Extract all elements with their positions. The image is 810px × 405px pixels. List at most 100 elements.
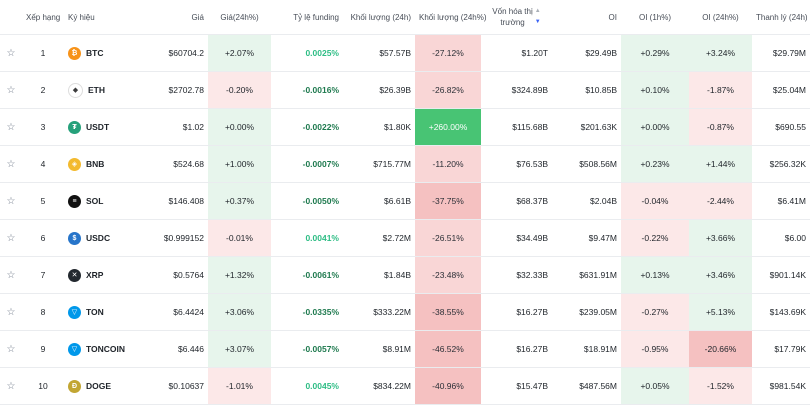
funding-cell: -0.0050% <box>271 182 343 220</box>
oi-cell: $29.49B <box>552 34 621 72</box>
oi-1h-cell: +0.05% <box>621 367 689 405</box>
table-row[interactable]: ☆ 10 Ð DOGE $0.10637 -1.01% 0.0045% $834… <box>0 367 810 405</box>
oi-header[interactable]: OI <box>552 0 621 35</box>
dogecoin-icon: Ð <box>68 379 81 393</box>
favorite-star-icon[interactable]: ☆ <box>0 182 22 220</box>
volume-cell: $26.39B <box>343 71 415 109</box>
symbol-cell[interactable]: $ USDC <box>64 219 142 257</box>
favorite-star-icon[interactable]: ☆ <box>0 219 22 257</box>
favorite-star-icon[interactable]: ☆ <box>0 71 22 109</box>
oi-cell: $18.91M <box>552 330 621 368</box>
market-cap-cell: $115.68B <box>481 108 552 146</box>
rank-cell: 10 <box>22 367 64 405</box>
rank-cell: 1 <box>22 34 64 72</box>
favorite-star-icon[interactable]: ☆ <box>0 34 22 72</box>
solana-icon: ≡ <box>68 194 81 208</box>
price-change-header[interactable]: Giá(24h%) <box>208 0 271 35</box>
favorite-star-icon[interactable]: ☆ <box>0 367 22 405</box>
price-cell: $0.10637 <box>142 367 208 405</box>
funding-cell: -0.0335% <box>271 293 343 331</box>
oi-1h-cell: -0.22% <box>621 219 689 257</box>
symbol-cell[interactable]: ₿ BTC <box>64 34 142 72</box>
table-row[interactable]: ☆ 6 $ USDC $0.999152 -0.01% 0.0041% $2.7… <box>0 219 810 257</box>
price-change-cell: -0.01% <box>208 219 271 257</box>
funding-cell: 0.0045% <box>271 367 343 405</box>
volume-change-cell: -26.82% <box>415 71 481 109</box>
symbol-label: ETH <box>88 85 105 95</box>
symbol-cell[interactable]: ▽ TONCOIN <box>64 330 142 368</box>
market-cap-cell: $32.33B <box>481 256 552 294</box>
xrp-icon: ✕ <box>68 268 81 282</box>
rank-cell: 9 <box>22 330 64 368</box>
oi-1h-cell: +0.13% <box>621 256 689 294</box>
liquidation-cell: $29.79M <box>752 34 810 72</box>
favorite-star-icon[interactable]: ☆ <box>0 108 22 146</box>
symbol-label: DOGE <box>86 381 112 391</box>
volume-cell: $333.22M <box>343 293 415 331</box>
favorite-star-icon[interactable]: ☆ <box>0 256 22 294</box>
tether-icon: ₮ <box>68 120 81 134</box>
volume-change-cell: -46.52% <box>415 330 481 368</box>
table-row[interactable]: ☆ 5 ≡ SOL $146.408 +0.37% -0.0050% $6.61… <box>0 182 810 220</box>
table-row[interactable]: ☆ 8 ▽ TON $6.4424 +3.06% -0.0335% $333.2… <box>0 293 810 331</box>
table-row[interactable]: ☆ 4 ◈ BNB $524.68 +1.00% -0.0007% $715.7… <box>0 145 810 183</box>
price-change-cell: +3.06% <box>208 293 271 331</box>
ton-icon: ▽ <box>68 305 81 319</box>
price-cell: $60704.2 <box>142 34 208 72</box>
price-cell: $0.5764 <box>142 256 208 294</box>
favorite-star-icon[interactable]: ☆ <box>0 293 22 331</box>
bitcoin-icon: ₿ <box>68 46 81 60</box>
bnb-icon: ◈ <box>68 157 81 171</box>
funding-cell: 0.0025% <box>271 34 343 72</box>
funding-header[interactable]: Tỷ lệ funding <box>271 0 343 35</box>
market-cap-cell: $15.47B <box>481 367 552 405</box>
symbol-cell[interactable]: ✕ XRP <box>64 256 142 294</box>
oi-24h-cell: -0.87% <box>689 108 752 146</box>
oi-1h-cell: +0.00% <box>621 108 689 146</box>
symbol-cell[interactable]: ◈ BNB <box>64 145 142 183</box>
ethereum-icon: ◆ <box>68 82 83 98</box>
table-row[interactable]: ☆ 9 ▽ TONCOIN $6.446 +3.07% -0.0057% $8.… <box>0 330 810 368</box>
market-cap-cell: $324.89B <box>481 71 552 109</box>
funding-cell: -0.0016% <box>271 71 343 109</box>
oi-24h-cell: -2.44% <box>689 182 752 220</box>
table-row[interactable]: ☆ 1 ₿ BTC $60704.2 +2.07% 0.0025% $57.57… <box>0 34 810 72</box>
market-cap-header[interactable]: Vốn hóa thị trường ▲ ▼ <box>481 0 552 35</box>
table-header-row: Xếp hạng Ký hiệu Giá Giá(24h%) Tỷ lệ fun… <box>0 0 810 35</box>
symbol-cell[interactable]: ₮ USDT <box>64 108 142 146</box>
symbol-cell[interactable]: Ð DOGE <box>64 367 142 405</box>
symbol-cell[interactable]: ▽ TON <box>64 293 142 331</box>
oi-cell: $487.56M <box>552 367 621 405</box>
oi-24h-header[interactable]: OI (24h%) <box>689 0 752 35</box>
favorite-star-icon[interactable]: ☆ <box>0 145 22 183</box>
table-row[interactable]: ☆ 2 ◆ ETH $2702.78 -0.20% -0.0016% $26.3… <box>0 71 810 109</box>
price-header[interactable]: Giá <box>142 0 208 35</box>
table-row[interactable]: ☆ 7 ✕ XRP $0.5764 +1.32% -0.0061% $1.84B… <box>0 256 810 294</box>
table-row[interactable]: ☆ 3 ₮ USDT $1.02 +0.00% -0.0022% $1.80K … <box>0 108 810 146</box>
oi-cell: $9.47M <box>552 219 621 257</box>
symbol-cell[interactable]: ◆ ETH <box>64 71 142 109</box>
price-change-cell: +1.00% <box>208 145 271 183</box>
oi-24h-cell: +5.13% <box>689 293 752 331</box>
symbol-header[interactable]: Ký hiệu <box>64 0 142 35</box>
favorite-star-icon[interactable]: ☆ <box>0 330 22 368</box>
price-cell: $524.68 <box>142 145 208 183</box>
volume-cell: $6.61B <box>343 182 415 220</box>
market-cap-cell: $34.49B <box>481 219 552 257</box>
sort-icon[interactable]: ▲ ▼ <box>534 8 541 25</box>
oi-1h-header[interactable]: OI (1h%) <box>621 0 689 35</box>
rank-header[interactable]: Xếp hạng <box>22 0 64 35</box>
volume-change-cell: -38.55% <box>415 293 481 331</box>
liquidation-cell: $256.32K <box>752 145 810 183</box>
volume-change-cell: -27.12% <box>415 34 481 72</box>
rank-cell: 8 <box>22 293 64 331</box>
liquidation-header[interactable]: Thanh lý (24h) <box>752 0 810 35</box>
volume-change-cell: +260.00% <box>415 108 481 146</box>
volume-header[interactable]: Khối lượng (24h) <box>343 0 415 35</box>
oi-1h-cell: +0.10% <box>621 71 689 109</box>
funding-cell: -0.0022% <box>271 108 343 146</box>
oi-24h-cell: +3.46% <box>689 256 752 294</box>
volume-change-header[interactable]: Khối lượng (24h%) <box>415 0 487 35</box>
symbol-cell[interactable]: ≡ SOL <box>64 182 142 220</box>
rank-cell: 5 <box>22 182 64 220</box>
